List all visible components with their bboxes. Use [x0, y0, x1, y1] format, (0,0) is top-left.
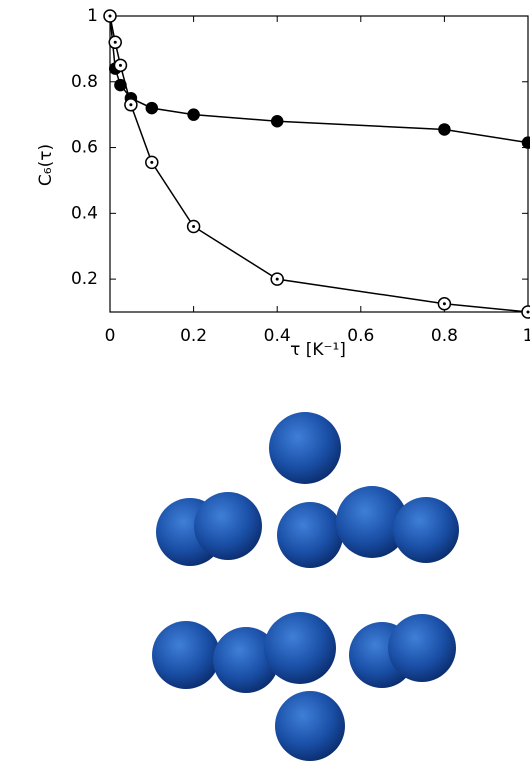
- data-point: [146, 156, 158, 168]
- series-line: [110, 16, 528, 143]
- y-axis-label: C₆(τ): [36, 144, 56, 186]
- x-tick-label: 1: [523, 326, 530, 346]
- data-point: [104, 10, 116, 22]
- y-tick-label: 0.2: [71, 269, 98, 289]
- data-point: [114, 59, 126, 71]
- data-point: [523, 137, 530, 148]
- y-tick-label: 1: [87, 6, 98, 26]
- page: {"chart_data": {"type": "line", "ylabel"…: [0, 0, 530, 766]
- data-point: [188, 109, 199, 120]
- y-tick-label: 0.8: [71, 72, 98, 92]
- plot-frame: [110, 16, 528, 312]
- x-tick-label: 0.2: [180, 326, 207, 346]
- data-point: [272, 116, 283, 127]
- data-point: [125, 99, 137, 111]
- data-point: [522, 306, 530, 318]
- data-point: [188, 220, 200, 232]
- y-tick-label: 0.4: [71, 203, 98, 223]
- figure: C₆(τ) τ [K⁻¹] 0.2 0.4 0.6 0.8 1 0 0.2 0.4 0.6 0.8…: [0, 0, 530, 766]
- data-point: [271, 273, 283, 285]
- clusters: [152, 412, 459, 761]
- data-point: [109, 36, 121, 48]
- x-axis-label: τ [K⁻¹]: [290, 340, 346, 360]
- x-tick-label: 0.8: [431, 326, 458, 346]
- x-tick-label: 0: [105, 326, 116, 346]
- data-point: [146, 103, 157, 114]
- data-point: [439, 124, 450, 135]
- data-point: [438, 298, 450, 310]
- y-tick-label: 0.6: [71, 138, 98, 158]
- x-tick-label: 0.6: [347, 326, 374, 346]
- x-tick-label: 0.4: [264, 326, 291, 346]
- series-line: [110, 16, 528, 312]
